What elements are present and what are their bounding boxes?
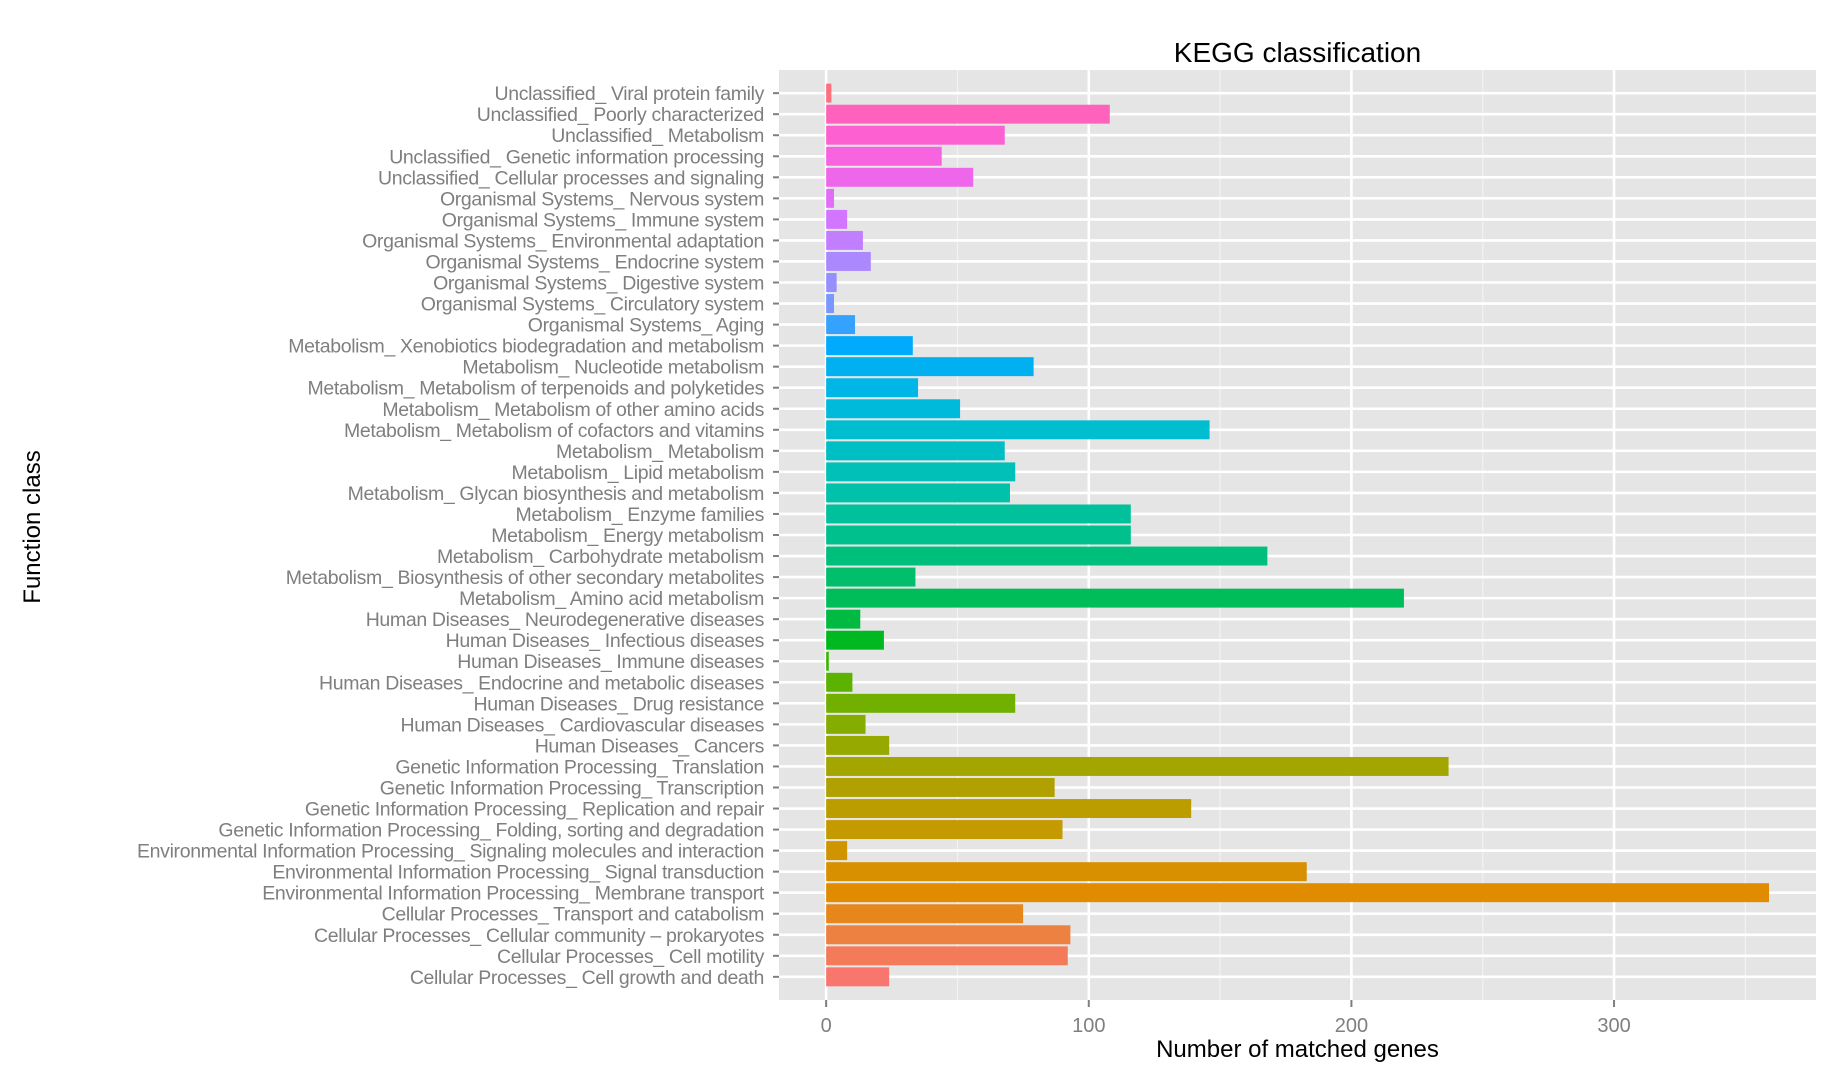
bar bbox=[826, 693, 1016, 713]
y-tick-label: Cellular Processes_ Transport and catabo… bbox=[382, 904, 764, 926]
y-axis-title: Function class bbox=[19, 450, 46, 603]
bar bbox=[826, 188, 835, 208]
y-tick-label: Environmental Information Processing_ Me… bbox=[262, 883, 765, 905]
y-tick-label: Metabolism_ Biosynthesis of other second… bbox=[286, 567, 765, 589]
bar bbox=[826, 462, 1016, 482]
bar bbox=[826, 252, 871, 271]
bar bbox=[826, 883, 1769, 903]
bars bbox=[826, 83, 1769, 987]
bar bbox=[826, 714, 866, 734]
y-tick-label: Cellular Processes_ Cell motility bbox=[497, 946, 765, 968]
bar bbox=[826, 630, 884, 650]
bar bbox=[826, 546, 1268, 566]
y-tick-label: Metabolism_ Metabolism of cofactors and … bbox=[344, 420, 765, 442]
y-tick-label: Metabolism_ Energy metabolism bbox=[491, 525, 764, 547]
bar bbox=[826, 230, 863, 250]
bar bbox=[826, 504, 1131, 524]
bar bbox=[826, 820, 1063, 840]
bar bbox=[826, 399, 961, 419]
bar bbox=[826, 609, 861, 629]
bar bbox=[826, 672, 853, 692]
bar bbox=[826, 378, 919, 398]
y-tick-label: Human Diseases_ Drug resistance bbox=[474, 693, 764, 715]
y-axis: Cellular Processes_ Cell growth and deat… bbox=[137, 83, 779, 989]
bar bbox=[826, 315, 856, 335]
y-tick-label: Organismal Systems_ Endocrine system bbox=[425, 251, 764, 273]
y-tick-label: Genetic Information Processing_ Folding,… bbox=[218, 820, 764, 842]
y-tick-label: Metabolism_ Nucleotide metabolism bbox=[462, 357, 764, 379]
y-tick-label: Metabolism_ Carbohydrate metabolism bbox=[437, 546, 764, 568]
bar bbox=[826, 862, 1307, 882]
y-tick-label: Organismal Systems_ Digestive system bbox=[433, 273, 764, 295]
y-tick-label: Human Diseases_ Immune diseases bbox=[457, 651, 764, 673]
y-tick-label: Metabolism_ Metabolism of terpenoids and… bbox=[307, 378, 764, 400]
y-tick-label: Cellular Processes_ Cellular community –… bbox=[314, 925, 765, 947]
bar bbox=[826, 778, 1055, 797]
y-tick-label: Metabolism_ Lipid metabolism bbox=[512, 462, 764, 484]
y-tick-label: Organismal Systems_ Nervous system bbox=[440, 188, 764, 210]
bar bbox=[826, 294, 835, 314]
y-tick-label: Genetic Information Processing_ Transcri… bbox=[380, 777, 764, 799]
bar bbox=[826, 125, 1005, 145]
bar bbox=[826, 336, 913, 356]
bar bbox=[826, 146, 942, 166]
bar bbox=[826, 357, 1034, 377]
bar bbox=[826, 420, 1210, 440]
y-tick-label: Human Diseases_ Neurodegenerative diseas… bbox=[366, 609, 765, 631]
x-tick-label: 100 bbox=[1072, 1015, 1105, 1037]
y-tick-label: Genetic Information Processing_ Translat… bbox=[395, 756, 764, 778]
bar bbox=[826, 83, 832, 103]
y-tick-label: Human Diseases_ Infectious diseases bbox=[446, 630, 765, 652]
y-tick-label: Unclassified_ Cellular processes and sig… bbox=[378, 167, 764, 189]
y-tick-label: Unclassified_ Viral protein family bbox=[494, 83, 764, 105]
bar bbox=[826, 167, 974, 187]
bar bbox=[826, 925, 1071, 945]
bar bbox=[826, 483, 1010, 503]
y-tick-label: Metabolism_ Metabolism of other amino ac… bbox=[382, 399, 764, 421]
y-tick-label: Environmental Information Processing_ Si… bbox=[272, 862, 764, 884]
bar bbox=[826, 904, 1024, 924]
y-tick-label: Metabolism_ Xenobiotics biodegradation a… bbox=[288, 336, 764, 358]
bar bbox=[826, 525, 1131, 545]
y-tick-label: Organismal Systems_ Immune system bbox=[442, 209, 764, 231]
y-tick-label: Metabolism_ Metabolism bbox=[556, 441, 764, 463]
x-axis-title: Number of matched genes bbox=[1156, 1036, 1439, 1063]
y-tick-label: Human Diseases_ Endocrine and metabolic … bbox=[319, 672, 765, 694]
y-tick-label: Organismal Systems_ Environmental adapta… bbox=[362, 230, 764, 252]
bar bbox=[826, 841, 848, 861]
y-tick-label: Unclassified_ Genetic information proces… bbox=[389, 146, 764, 168]
bar bbox=[826, 967, 890, 987]
bar bbox=[826, 209, 848, 229]
y-tick-label: Organismal Systems_ Circulatory system bbox=[421, 294, 764, 316]
bar bbox=[826, 651, 829, 671]
y-tick-label: Genetic Information Processing_ Replicat… bbox=[305, 799, 765, 821]
bar bbox=[826, 756, 1449, 776]
x-tick-label: 0 bbox=[821, 1015, 832, 1037]
bar bbox=[826, 441, 1005, 461]
bar bbox=[826, 588, 1404, 608]
x-axis: 0 100 200 300 bbox=[821, 1000, 1631, 1037]
x-tick-label: 300 bbox=[1597, 1015, 1630, 1037]
bar bbox=[826, 735, 890, 755]
chart-title: KEGG classification bbox=[1174, 37, 1421, 68]
y-tick-label: Metabolism_ Enzyme families bbox=[516, 504, 765, 526]
bar bbox=[826, 273, 837, 292]
y-tick-label: Human Diseases_ Cancers bbox=[535, 735, 765, 757]
bar bbox=[826, 567, 916, 587]
y-tick-label: Organismal Systems_ Aging bbox=[528, 315, 764, 337]
bar bbox=[826, 104, 1110, 124]
y-tick-label: Unclassified_ Poorly characterized bbox=[477, 104, 764, 126]
y-tick-label: Human Diseases_ Cardiovascular diseases bbox=[400, 714, 764, 736]
bar bbox=[826, 946, 1068, 966]
y-tick-label: Metabolism_ Glycan biosynthesis and meta… bbox=[348, 483, 764, 505]
y-tick-label: Cellular Processes_ Cell growth and deat… bbox=[410, 967, 764, 989]
bar bbox=[826, 799, 1192, 818]
y-tick-label: Metabolism_ Amino acid metabolism bbox=[459, 588, 764, 610]
y-tick-label: Unclassified_ Metabolism bbox=[551, 125, 764, 147]
x-tick-label: 200 bbox=[1335, 1015, 1368, 1037]
y-tick-label: Environmental Information Processing_ Si… bbox=[137, 841, 764, 863]
